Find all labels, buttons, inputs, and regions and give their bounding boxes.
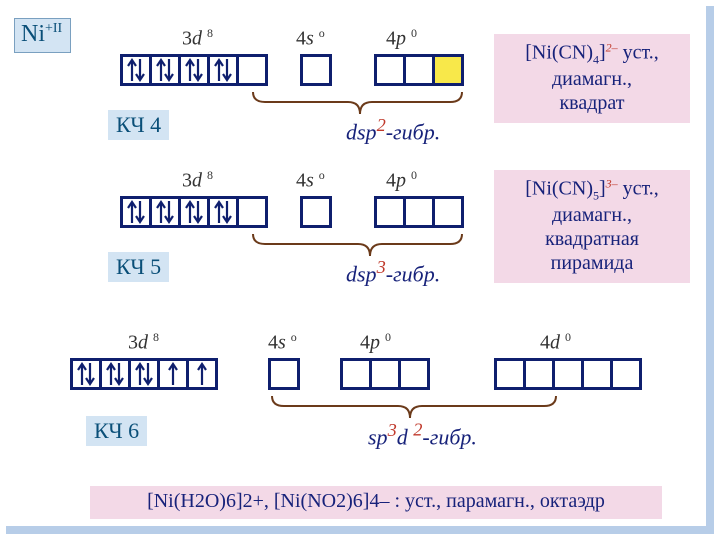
orbital-cell — [523, 358, 555, 390]
orbital-group — [120, 196, 268, 228]
orbital-cell — [268, 358, 300, 390]
orbital-label: 4s o — [268, 330, 297, 355]
orbital-cell — [178, 196, 210, 228]
orbital-cell — [149, 54, 181, 86]
orbital-label: 4p 0 — [386, 26, 417, 51]
orbital-group — [70, 358, 218, 390]
orbital-label: 3d 8 — [182, 168, 213, 193]
orbital-cell — [374, 196, 406, 228]
orbital-label: 4s o — [296, 168, 325, 193]
orbital-cell — [610, 358, 642, 390]
orbital-cell — [178, 54, 210, 86]
orbital-cell — [236, 196, 268, 228]
orbital-group — [494, 358, 642, 390]
orbital-cell — [149, 196, 181, 228]
orbital-cell — [340, 358, 372, 390]
coordination-number: КЧ 5 — [108, 252, 169, 282]
coordination-number: КЧ 4 — [108, 110, 169, 140]
bottom-text: [Ni(H2O)6]2+, [Ni(NO2)6]4– : уст., парам… — [147, 490, 605, 512]
orbital-cell — [300, 54, 332, 86]
orbital-group — [374, 196, 464, 228]
orbital-cell — [207, 196, 239, 228]
ion-symbol: Ni — [21, 21, 45, 47]
orbital-group — [120, 54, 268, 86]
orbital-group — [300, 54, 332, 86]
orbital-cell — [432, 54, 464, 86]
bottom-complex-box: [Ni(H2O)6]2+, [Ni(NO2)6]4– : уст., парам… — [90, 486, 662, 519]
ion-tag: Ni+II — [14, 18, 71, 53]
orbital-cell — [300, 196, 332, 228]
orbital-cell — [207, 54, 239, 86]
orbital-cell — [157, 358, 189, 390]
orbital-group — [340, 358, 430, 390]
orbital-group — [374, 54, 464, 86]
orbital-cell — [403, 196, 435, 228]
hybridization-label: dsp2-гибр. — [346, 115, 440, 145]
orbital-cell — [99, 358, 131, 390]
ion-charge: +II — [45, 21, 62, 36]
orbital-cell — [369, 358, 401, 390]
complex-box: [Ni(CN)5]3– уст.,диамагн.,квадратнаяпира… — [494, 170, 690, 283]
orbital-cell — [128, 358, 160, 390]
orbital-label: 4p 0 — [360, 330, 391, 355]
hybridization-label: dsp3-гибр. — [346, 257, 440, 287]
complex-box: [Ni(CN)4]2– уст.,диамагн.,квадрат — [494, 34, 690, 123]
coordination-number: КЧ 6 — [86, 416, 147, 446]
orbital-label: 3d 8 — [128, 330, 159, 355]
orbital-cell — [236, 54, 268, 86]
orbital-label: 4p 0 — [386, 168, 417, 193]
hybridization-label: sp3d 2-гибр. — [368, 420, 477, 450]
orbital-group — [300, 196, 332, 228]
orbital-label: 4d 0 — [540, 330, 571, 355]
orbital-label: 3d 8 — [182, 26, 213, 51]
orbital-cell — [120, 54, 152, 86]
orbital-group — [268, 358, 300, 390]
orbital-cell — [374, 54, 406, 86]
orbital-cell — [403, 54, 435, 86]
orbital-cell — [494, 358, 526, 390]
orbital-cell — [70, 358, 102, 390]
orbital-cell — [186, 358, 218, 390]
orbital-cell — [398, 358, 430, 390]
orbital-cell — [552, 358, 584, 390]
orbital-cell — [432, 196, 464, 228]
orbital-label: 4s o — [296, 26, 325, 51]
orbital-cell — [120, 196, 152, 228]
orbital-cell — [581, 358, 613, 390]
